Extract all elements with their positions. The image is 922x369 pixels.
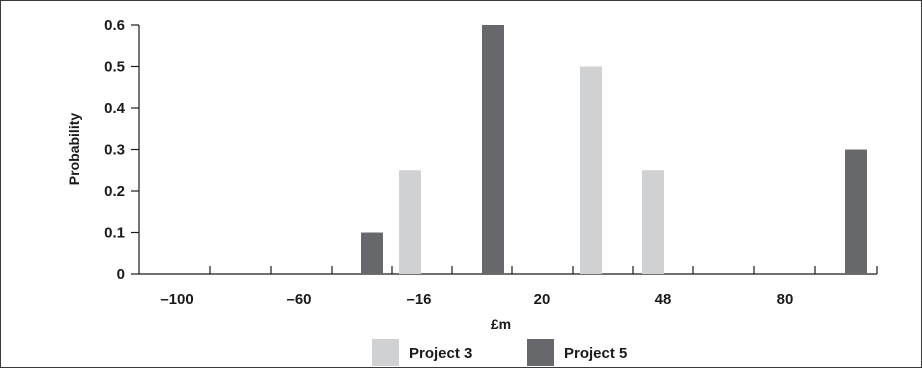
bar-project-3: [399, 170, 421, 274]
y-tick-label: 0.2: [104, 183, 125, 200]
y-tick-label: 0.3: [104, 142, 125, 159]
x-axis-title: £m: [491, 316, 511, 332]
x-tick-label: –100: [160, 291, 193, 308]
legend-swatch: [372, 339, 399, 366]
bar-project-5: [845, 149, 867, 274]
y-tick-label: 0.6: [104, 17, 125, 34]
bar-project-5: [361, 232, 383, 274]
legend: Project 3 Project 5: [372, 339, 627, 366]
y-tick-label: 0.4: [104, 100, 126, 117]
bar-project-5: [482, 25, 504, 274]
bar-project-3: [642, 170, 664, 274]
legend-swatch: [527, 339, 554, 366]
y-axis-title: Probability: [66, 113, 82, 186]
x-tick-label: –16: [406, 291, 431, 308]
legend-label: Project 5: [564, 345, 627, 362]
x-tick-label: 20: [534, 291, 551, 308]
bar-project-3: [580, 66, 602, 274]
legend-label: Project 3: [409, 345, 472, 362]
bars: [361, 25, 867, 274]
y-tick-label: 0.1: [104, 225, 125, 242]
y-tick-label: 0: [117, 266, 125, 283]
x-ticks: –100 –60 –16 20 48 80: [160, 266, 878, 308]
x-tick-label: 80: [777, 291, 794, 308]
axes: [138, 25, 877, 275]
y-ticks: 0 0.1 0.2 0.3 0.4 0.5 0.6: [104, 17, 139, 283]
x-tick-label: 48: [655, 291, 672, 308]
y-tick-label: 0.5: [104, 59, 125, 76]
x-tick-label: –60: [286, 291, 311, 308]
